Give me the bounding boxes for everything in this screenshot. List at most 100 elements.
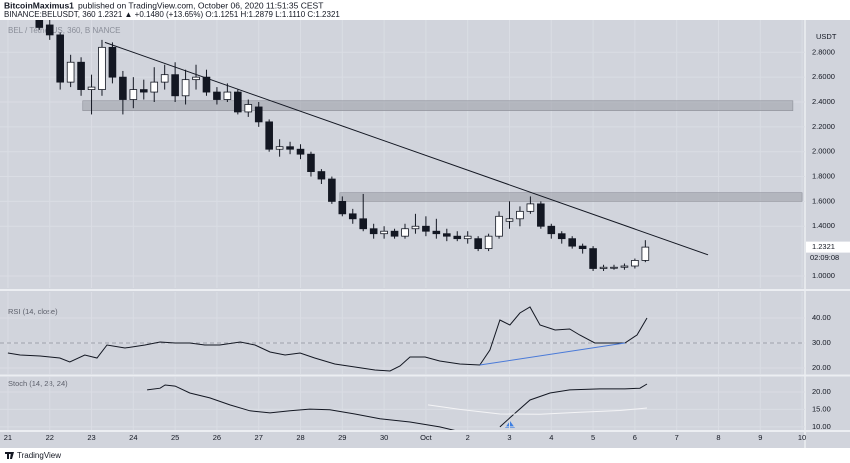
candle-body bbox=[328, 178, 336, 202]
y-tick-label: 2.4000 bbox=[812, 97, 835, 106]
y-tick-label: 30.00 bbox=[812, 338, 831, 347]
x-tick-label: 2 bbox=[466, 433, 470, 442]
candle-body bbox=[139, 89, 148, 93]
x-tick-label: 6 bbox=[633, 433, 637, 442]
candle-body bbox=[119, 76, 127, 100]
plot-layer bbox=[0, 20, 805, 430]
x-tick-label: 29 bbox=[338, 433, 346, 442]
candle-body bbox=[296, 148, 305, 155]
candle-body bbox=[453, 235, 462, 240]
candle-body bbox=[160, 74, 169, 83]
candle-body bbox=[474, 238, 482, 250]
candle-body bbox=[108, 46, 117, 78]
candle-body bbox=[359, 218, 368, 230]
y-tick-label: 2.6000 bbox=[812, 72, 835, 81]
candle-body bbox=[516, 210, 524, 220]
candle-body bbox=[495, 215, 503, 237]
y-tick-label: 40.00 bbox=[812, 313, 831, 322]
trend-line bbox=[104, 41, 709, 256]
candle-body bbox=[578, 245, 587, 250]
candle-body bbox=[641, 246, 650, 261]
rsi-title: RSI (14, close) bbox=[8, 307, 58, 316]
candle-body bbox=[348, 213, 357, 220]
series-line bbox=[7, 306, 648, 372]
y-tick-label: 1.0000 bbox=[812, 271, 835, 280]
x-tick-label: 8 bbox=[716, 433, 720, 442]
candle-body bbox=[56, 34, 64, 83]
candle-body bbox=[610, 266, 618, 269]
y-unit: USDT bbox=[816, 32, 837, 41]
y-tick-label: 20.00 bbox=[812, 363, 831, 372]
signal-arrow bbox=[505, 421, 515, 428]
x-tick-label: 7 bbox=[675, 433, 679, 442]
candle-body bbox=[432, 230, 441, 235]
pane bbox=[0, 306, 805, 372]
x-tick-label: 23 bbox=[87, 433, 95, 442]
x-tick-label: 3 bbox=[507, 433, 511, 442]
footer-background bbox=[0, 448, 850, 463]
x-tick-label: 10 bbox=[798, 433, 806, 442]
candle-body bbox=[129, 89, 138, 100]
y-tick-label: 1.6000 bbox=[812, 196, 835, 205]
x-tick-label: 24 bbox=[129, 433, 137, 442]
candle-body bbox=[463, 235, 472, 240]
candle-body bbox=[254, 106, 263, 123]
zone bbox=[339, 192, 803, 202]
series-line bbox=[427, 404, 648, 415]
chart-background bbox=[0, 20, 850, 448]
zone bbox=[82, 100, 794, 112]
candle-body bbox=[631, 260, 639, 267]
candle-body bbox=[244, 104, 253, 113]
y-tick-label: 20.00 bbox=[812, 387, 831, 396]
candle-body bbox=[443, 233, 451, 237]
candle-body bbox=[537, 203, 545, 227]
candle-body bbox=[286, 146, 294, 150]
candle-body bbox=[526, 203, 535, 212]
candle-body bbox=[66, 61, 75, 83]
y-tick-label: 2.0000 bbox=[812, 147, 835, 156]
candle-body bbox=[275, 146, 284, 150]
y-tick-label: 2.8000 bbox=[812, 47, 835, 56]
stoch-title: Stoch (14, 28, 24) bbox=[8, 379, 68, 388]
candle-body bbox=[338, 201, 347, 215]
x-tick-label: 5 bbox=[591, 433, 595, 442]
candle-body bbox=[599, 266, 608, 269]
x-tick-label: 28 bbox=[296, 433, 304, 442]
candle-body bbox=[505, 218, 514, 222]
candle-body bbox=[557, 233, 566, 240]
y-tick-label: 2.2000 bbox=[812, 122, 835, 131]
y-tick-label: 10.00 bbox=[812, 422, 831, 431]
candle-body bbox=[35, 20, 44, 28]
author: BitcoinMaximus1 bbox=[4, 0, 74, 10]
trend-line bbox=[479, 342, 625, 366]
last-price-label: 1.2321 bbox=[812, 242, 835, 251]
y-tick-label: 1.4000 bbox=[812, 221, 835, 230]
candle-body bbox=[380, 230, 388, 235]
footer-brand: TradingView bbox=[17, 451, 61, 460]
x-tick-label: 30 bbox=[380, 433, 388, 442]
candle-body bbox=[181, 79, 190, 97]
candle-body bbox=[484, 235, 493, 250]
candle-body bbox=[307, 153, 315, 172]
y-tick-label: 15.00 bbox=[812, 404, 831, 413]
series-line bbox=[147, 383, 648, 430]
x-tick-label: 26 bbox=[213, 433, 221, 442]
candle-body bbox=[265, 121, 273, 150]
pane bbox=[35, 20, 803, 271]
x-tick-label: 22 bbox=[46, 433, 54, 442]
candle-body bbox=[171, 74, 179, 97]
candle-body bbox=[87, 86, 96, 90]
main-title: BEL / TetherUS, 360, BINANCE bbox=[8, 26, 121, 35]
candle-body bbox=[45, 24, 54, 36]
candle-body bbox=[568, 238, 576, 247]
last-price-box bbox=[806, 241, 850, 253]
candle-body bbox=[223, 91, 232, 100]
candle-body bbox=[422, 225, 430, 232]
candle-body bbox=[589, 248, 597, 269]
axis: 1.0000 1.4000 1.6000 1.8000 2.0000 2.2000 2.40… bbox=[4, 47, 850, 442]
candle-body bbox=[77, 61, 85, 90]
candle-body bbox=[213, 91, 221, 100]
candle-body bbox=[202, 76, 211, 93]
candle-body bbox=[547, 225, 556, 235]
